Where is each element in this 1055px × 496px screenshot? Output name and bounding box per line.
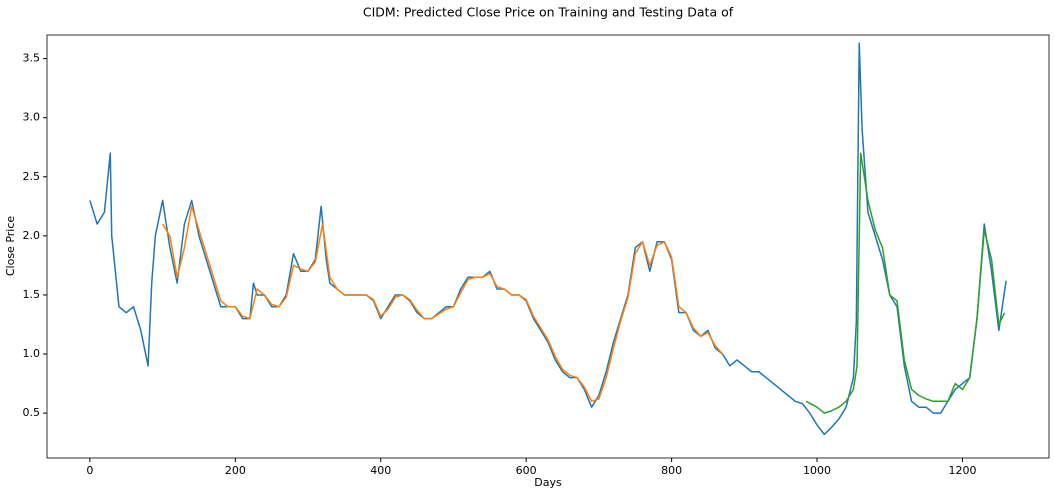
y-tick-label: 2.0 (23, 229, 41, 242)
series-line (805, 152, 1006, 414)
y-tick-label: 3.5 (23, 52, 41, 65)
x-tick-label: 200 (225, 464, 246, 477)
y-tick-label: 1.5 (23, 288, 41, 301)
series-line (89, 42, 1007, 436)
x-tick-label: 1000 (803, 464, 831, 477)
x-tick-label: 1200 (948, 464, 976, 477)
x-tick-label: 0 (86, 464, 93, 477)
chart-title: CIDM: Predicted Close Price on Training … (363, 5, 734, 20)
x-axis-label: Days (534, 476, 562, 489)
x-tick-label: 400 (370, 464, 391, 477)
x-tick-label: 800 (661, 464, 682, 477)
x-tick-label: 600 (516, 464, 537, 477)
y-axis-label: Close Price (4, 216, 17, 277)
y-tick-label: 1.0 (23, 347, 41, 360)
series-line (161, 205, 724, 403)
y-tick-label: 2.5 (23, 170, 41, 183)
y-tick-label: 0.5 (23, 406, 41, 419)
plot-frame (46, 34, 1050, 459)
y-tick-label: 3.0 (23, 111, 41, 124)
